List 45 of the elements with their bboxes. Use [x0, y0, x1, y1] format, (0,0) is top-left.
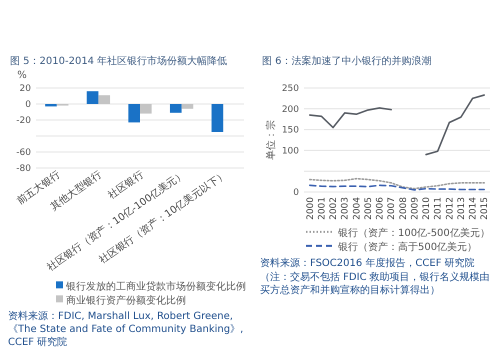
bar: [98, 95, 110, 104]
x-tick-label: 2003: [340, 197, 351, 220]
y-tick-label: 150: [282, 126, 300, 136]
bar: [182, 104, 194, 109]
x-tick-label: 2006: [376, 196, 386, 220]
text: 资料来源：FDIC, Marshall Lux, Robert Greene,《The State and Fate of Community Banking》, CCEF 研究院: [8, 310, 244, 350]
x-tick-label: 2012: [445, 197, 456, 220]
x-tick-label: 2005: [364, 197, 374, 220]
x-tick-label: 2004: [352, 196, 362, 220]
legend-label: 商业银行资产份额变化比例: [66, 294, 186, 306]
text: （注：交易不包括 FDIC 救助项目，银行名义规模由买方总资产和并购宣称的目标计算得出）: [260, 270, 491, 297]
y-tick-label: 0: [293, 188, 300, 198]
text: 资料来源：FSOC2016 年度报告，CCEF 研究院: [260, 256, 476, 270]
bar: [140, 104, 152, 114]
y-tick-label: 200: [282, 104, 300, 115]
legend-label: 银行（资产：高于500亿美元）: [337, 240, 478, 253]
y-tick-label: -80: [16, 164, 32, 174]
x-tick-label: 2000: [306, 196, 316, 220]
y-tick-label: 100: [282, 146, 300, 156]
bar: [212, 104, 224, 132]
legend-label: 银行（资产：100亿-500亿美元）: [337, 226, 490, 239]
x-tick-label: 2011: [434, 197, 444, 220]
y-tick-label: -20: [16, 116, 32, 126]
x-tick-label: 2010: [422, 196, 432, 220]
x-tick-label: 2008: [398, 196, 409, 220]
y-tick-label: 250: [282, 84, 300, 94]
x-tick-label: 2002: [329, 197, 340, 220]
y-axis-title: 单位：宗: [265, 120, 277, 160]
bar: [170, 104, 182, 113]
x-tick-label: 2009: [410, 196, 420, 220]
bar: [86, 91, 98, 104]
x-tick-label: 2013: [456, 197, 467, 220]
chart-title: 图 6：法案加速了中小银行的并购浪潮: [262, 55, 432, 67]
line-series: [309, 178, 485, 190]
y-axis-title: %: [17, 70, 27, 81]
legend-label: 银行发放的工商业贷款市场份额变化比例: [65, 280, 246, 292]
x-tick-label: 2015: [480, 197, 490, 220]
bar: [128, 104, 140, 122]
y-tick-label: -60: [16, 148, 32, 158]
y-tick-label: 0: [25, 100, 32, 110]
x-tick-label: 2001: [317, 197, 328, 220]
chart-title: 图 5：2010-2014 年社区银行市场份额大幅降低: [10, 55, 228, 67]
x-tick-label: 2007: [387, 197, 398, 220]
x-tick-label: 2014: [468, 196, 479, 220]
y-tick-label: 20: [20, 84, 32, 94]
